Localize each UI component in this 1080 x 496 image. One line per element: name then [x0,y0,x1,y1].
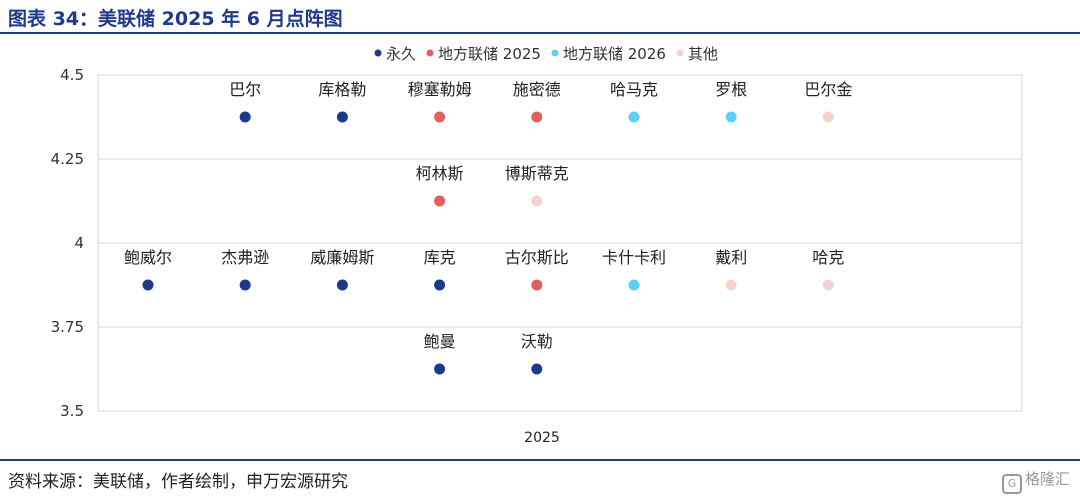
dot-mark: 施密德 [513,80,561,123]
legend-label: 其他 [688,45,718,63]
dot [239,111,251,123]
dot-label: 卡什卡利 [602,248,666,267]
legend-item: 其他 [676,45,718,63]
dot-mark: 巴尔 [229,80,261,123]
dot-mark: 鲍威尔 [124,248,172,291]
legend-item: 地方联储 2026 [551,45,666,63]
watermark: G 格隆汇 [1001,468,1070,494]
dot [725,111,737,123]
dot [531,279,543,291]
dot-label: 罗根 [715,80,747,99]
y-tick-label: 3.5 [60,402,84,420]
dot [434,195,446,207]
dot-plot-chart: 永久 地方联储 2025 地方联储 2026 其他 3.5 3.75 4 4.25 4.5 巴… [51,45,1023,446]
dot-label: 沃勒 [521,332,553,351]
legend-marker [676,49,684,57]
dot-label: 鲍曼 [424,332,456,351]
source-note: 资料来源：美联储，作者绘制，申万宏源研究 [8,472,348,492]
dot-mark: 哈克 [812,248,844,291]
dot-mark: 鲍曼 [424,332,456,375]
title-rule [0,32,1080,34]
dot-label: 威廉姆斯 [310,248,374,267]
dot-label: 巴尔 [229,80,261,99]
legend-marker [551,49,559,57]
dot [628,111,640,123]
legend-marker [426,49,434,57]
legend-item: 地方联储 2025 [426,45,541,63]
dot-label: 柯林斯 [416,164,464,183]
legend-label: 地方联储 2026 [563,45,666,63]
y-tick-label: 4.25 [51,150,84,168]
legend-marker [374,49,382,57]
dot-label: 博斯蒂克 [505,164,569,183]
dot-mark: 罗根 [715,80,747,123]
dot [142,279,154,291]
dot [434,279,446,291]
dot-label: 古尔斯比 [505,248,569,267]
y-axis: 3.5 3.75 4 4.25 4.5 [51,66,84,420]
dot [628,279,640,291]
legend-label: 地方联储 2025 [438,45,541,63]
dot [725,279,737,291]
x-category-label: 2025 [524,430,560,446]
y-tick-label: 3.75 [51,318,84,336]
dot-mark: 柯林斯 [416,164,464,207]
dot-label: 库克 [424,248,456,267]
dot-label: 杰弗逊 [221,248,269,267]
dot-label: 穆塞勒姆 [408,80,472,99]
dot [822,279,834,291]
chart-gridlines [97,74,1023,412]
dot-label: 巴尔金 [804,80,852,99]
dot [822,111,834,123]
dot-mark: 库格勒 [318,80,366,123]
source-rule [0,459,1080,461]
dot-label: 哈克 [812,248,844,267]
dot-mark: 哈马克 [610,80,658,123]
dot-mark: 古尔斯比 [505,248,569,291]
y-tick-label: 4.5 [60,66,84,84]
dot [434,111,446,123]
y-tick-label: 4 [74,234,84,252]
dot-mark: 沃勒 [521,332,553,375]
dot [531,195,543,207]
dot [531,363,543,375]
dot-mark: 戴利 [715,248,747,291]
dot-mark: 威廉姆斯 [310,248,374,291]
dot-label: 哈马克 [610,80,658,99]
figure-title: 图表 34：美联储 2025 年 6 月点阵图 [8,8,343,30]
dot [239,279,251,291]
legend-label: 永久 [386,45,416,63]
dot-mark: 库克 [424,248,456,291]
watermark-logo-icon: G [1001,474,1022,494]
dot [434,363,446,375]
dot-label: 戴利 [715,248,747,267]
chart-legend: 永久 地方联储 2025 地方联储 2026 其他 [374,45,718,63]
dot-label: 施密德 [513,80,561,99]
dot-mark: 卡什卡利 [602,248,666,291]
dot [531,111,543,123]
watermark-text: 格隆汇 [1024,470,1070,488]
dot-label: 库格勒 [318,80,366,99]
dot-mark: 穆塞勒姆 [408,80,472,123]
dot [336,279,348,291]
dot-mark: 巴尔金 [804,80,852,123]
dot-label: 鲍威尔 [124,248,172,267]
dot-mark: 博斯蒂克 [505,164,569,207]
dot-mark: 杰弗逊 [221,248,269,291]
legend-item: 永久 [374,45,416,63]
dot [336,111,348,123]
